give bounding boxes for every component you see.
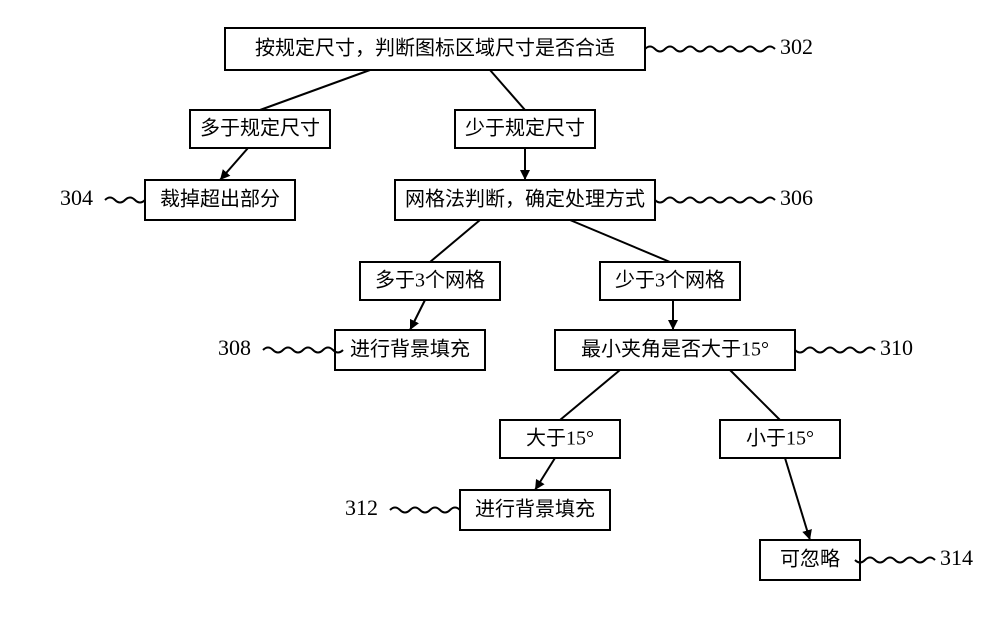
squiggle-l308	[263, 348, 343, 353]
node-n306: 网格法判断，确定处理方式	[395, 180, 655, 220]
step-label-l314: 314	[940, 545, 973, 570]
node-text-n304: 裁掉超出部分	[160, 188, 280, 211]
node-text-n306: 网格法判断，确定处理方式	[405, 188, 645, 211]
step-label-l302: 302	[780, 34, 813, 59]
node-n312: 进行背景填充	[460, 490, 610, 530]
node-text-edge_more: 多于规定尺寸	[200, 117, 320, 140]
squiggle-l304	[105, 198, 145, 203]
edge	[730, 370, 780, 420]
node-text-n308: 进行背景填充	[350, 338, 470, 361]
node-n304: 裁掉超出部分	[145, 180, 295, 220]
node-text-grid_more: 多于3个网格	[375, 269, 485, 292]
edge	[570, 220, 670, 262]
step-label-l304: 304	[60, 185, 93, 210]
node-text-grid_less: 少于3个网格	[615, 269, 725, 292]
node-text-edge_less: 少于规定尺寸	[465, 117, 585, 140]
node-edge_less: 少于规定尺寸	[455, 110, 595, 148]
node-text-ang_more: 大于15°	[526, 427, 594, 450]
flowchart-canvas: 按规定尺寸，判断图标区域尺寸是否合适多于规定尺寸 少于规定尺寸裁掉超出部分 网格法判…	[0, 0, 1000, 634]
node-n302: 按规定尺寸，判断图标区域尺寸是否合适	[225, 28, 645, 70]
edge	[220, 148, 248, 180]
step-label-l308: 308	[218, 335, 251, 360]
node-text-n314: 可忽略	[780, 548, 840, 571]
edge	[535, 458, 555, 490]
node-ang_more: 大于15°	[500, 420, 620, 458]
node-text-n312: 进行背景填充	[475, 498, 595, 521]
node-n314: 可忽略	[760, 540, 860, 580]
squiggle-l310	[795, 348, 875, 353]
node-grid_more: 多于3个网格	[360, 262, 500, 300]
squiggle-l314	[855, 558, 935, 563]
squiggle-l306	[655, 198, 775, 203]
edge	[490, 70, 525, 110]
node-text-n302: 按规定尺寸，判断图标区域尺寸是否合适	[255, 37, 615, 60]
step-label-l312: 312	[345, 495, 378, 520]
node-grid_less: 少于3个网格	[600, 262, 740, 300]
squiggle-l302	[645, 47, 775, 52]
node-edge_more: 多于规定尺寸	[190, 110, 330, 148]
edge	[260, 70, 370, 110]
node-n310: 最小夹角是否大于15°	[555, 330, 795, 370]
squiggle-l312	[390, 508, 460, 513]
node-ang_less: 小于15°	[720, 420, 840, 458]
step-label-l306: 306	[780, 185, 813, 210]
node-text-ang_less: 小于15°	[746, 427, 814, 450]
edge	[430, 220, 480, 262]
edge	[785, 458, 810, 540]
node-n308: 进行背景填充	[335, 330, 485, 370]
edge	[560, 370, 620, 420]
step-label-l310: 310	[880, 335, 913, 360]
node-text-n310: 最小夹角是否大于15°	[581, 338, 769, 361]
edge	[410, 300, 425, 330]
